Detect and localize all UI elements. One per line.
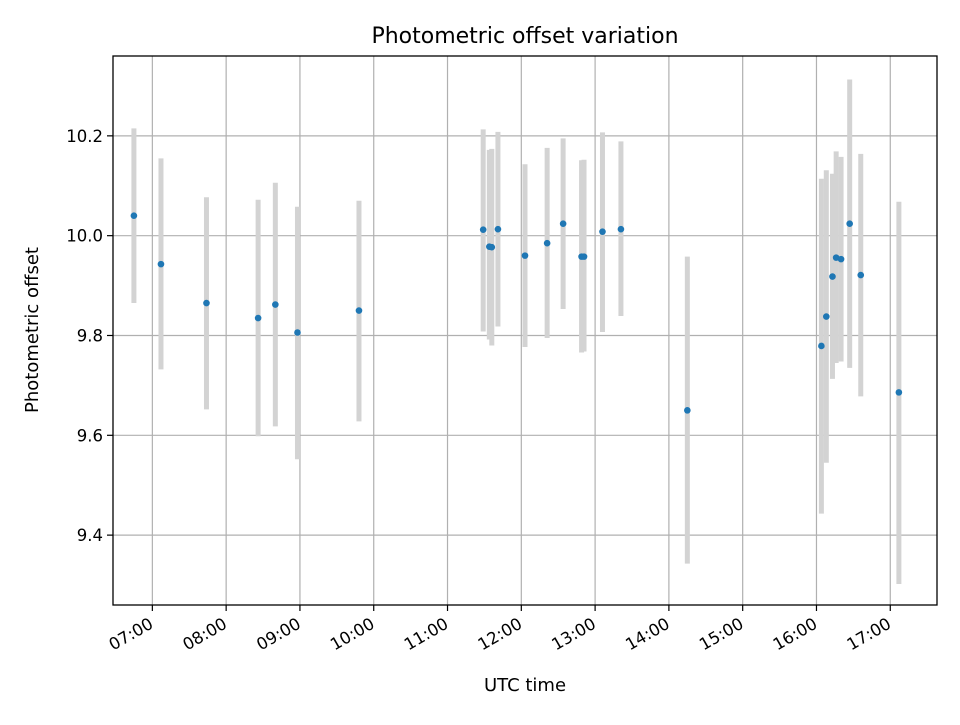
y-tick-label: 10.2	[66, 127, 103, 146]
data-point	[355, 307, 363, 314]
data-point	[895, 389, 903, 396]
data-point	[203, 299, 210, 307]
data-point	[479, 226, 487, 233]
data-point	[130, 212, 138, 220]
data-points	[130, 212, 903, 414]
data-point	[829, 273, 836, 280]
data-point	[580, 253, 588, 260]
data-point	[157, 260, 165, 268]
plot-frame	[112, 55, 938, 606]
y-tick-label: 9.8	[77, 326, 103, 345]
data-point	[818, 342, 825, 350]
y-axis-label: Photometric offset	[22, 247, 43, 413]
data-point	[599, 228, 606, 235]
y-axis: 9.4 9.6 9.8 10.0 10.2	[66, 127, 113, 545]
data-point	[823, 313, 830, 320]
y-tick-label: 9.6	[77, 426, 103, 445]
y-tick-label: 10.0	[66, 227, 103, 246]
chart-title: Photometric offset variation	[371, 24, 678, 49]
data-point	[684, 407, 691, 414]
data-point	[494, 225, 502, 233]
y-tick-label: 9.4	[77, 526, 103, 545]
data-point	[617, 225, 625, 233]
data-point	[521, 252, 529, 259]
data-point	[488, 243, 496, 251]
data-point	[837, 255, 845, 263]
data-point	[857, 271, 865, 279]
data-point	[559, 220, 567, 227]
data-point	[272, 301, 279, 308]
data-point	[294, 329, 301, 336]
x-axis-label: UTC time	[484, 675, 566, 696]
data-point	[543, 239, 551, 247]
data-point	[254, 314, 262, 322]
data-point	[846, 220, 853, 227]
